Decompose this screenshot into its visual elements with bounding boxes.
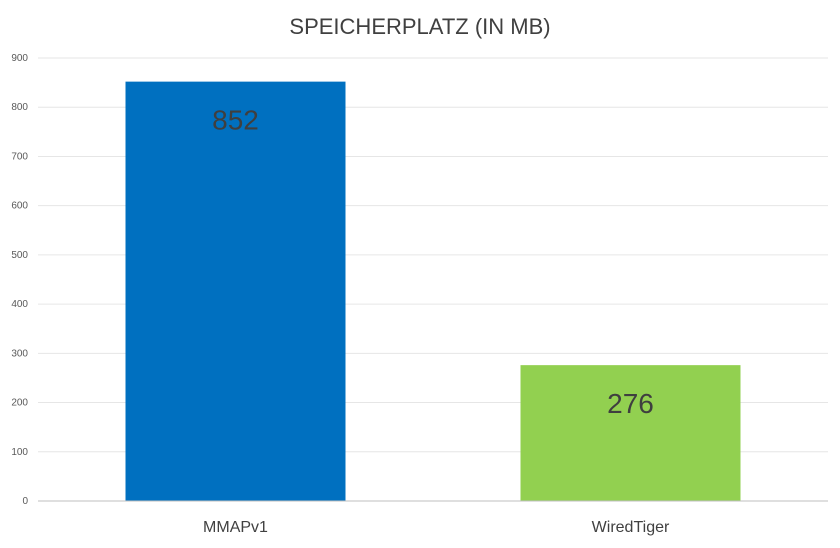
data-label: 276 xyxy=(607,388,654,419)
y-tick-label: 800 xyxy=(11,102,28,113)
x-axis-categories: MMAPv1 WiredTiger xyxy=(203,519,670,536)
y-tick-label: 100 xyxy=(11,447,28,458)
x-category-label: WiredTiger xyxy=(592,519,670,536)
x-category-label: MMAPv1 xyxy=(203,519,268,536)
chart-title: SPEICHERPLATZ (IN MB) xyxy=(289,14,550,39)
data-label: 852 xyxy=(212,105,259,136)
bar-wiredtiger xyxy=(520,365,741,501)
y-tick-label: 700 xyxy=(11,151,28,162)
bars xyxy=(125,81,741,502)
y-axis-ticks: 0 100 200 300 400 500 600 700 800 900 xyxy=(11,53,28,507)
bar-mmapv1 xyxy=(125,81,346,502)
y-tick-label: 500 xyxy=(11,250,28,261)
y-tick-label: 400 xyxy=(11,299,28,310)
y-tick-label: 200 xyxy=(11,398,28,409)
y-tick-label: 300 xyxy=(11,348,28,359)
data-labels: 852 276 xyxy=(212,105,654,420)
y-tick-label: 900 xyxy=(11,53,28,64)
y-tick-label: 600 xyxy=(11,201,28,212)
y-tick-label: 0 xyxy=(22,496,28,507)
